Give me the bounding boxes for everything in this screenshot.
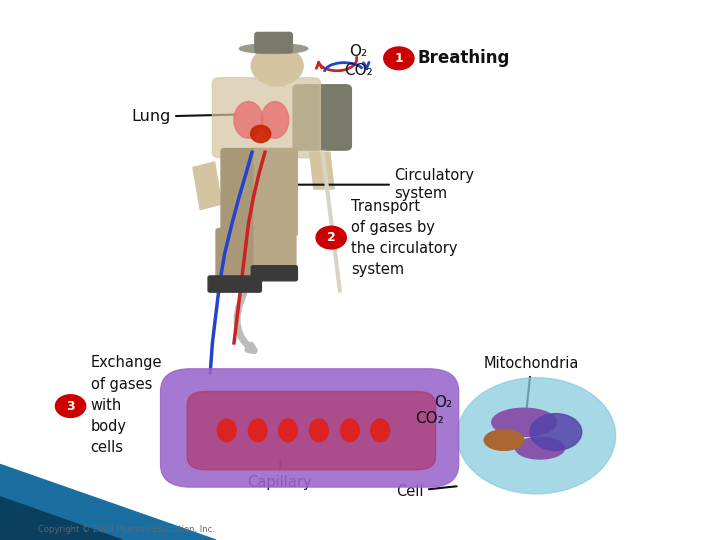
Text: Circulatory
system: Circulatory system	[275, 168, 474, 201]
Text: 1: 1	[395, 52, 403, 65]
FancyBboxPatch shape	[221, 148, 264, 236]
FancyBboxPatch shape	[187, 392, 436, 470]
Text: Transport
of gases by
the circulatory
system: Transport of gases by the circulatory sy…	[351, 199, 458, 276]
FancyBboxPatch shape	[254, 228, 296, 273]
FancyBboxPatch shape	[293, 85, 351, 150]
FancyBboxPatch shape	[208, 276, 261, 292]
FancyBboxPatch shape	[269, 72, 285, 86]
Circle shape	[251, 46, 303, 85]
Circle shape	[384, 47, 414, 70]
Text: Lung: Lung	[131, 109, 236, 124]
Ellipse shape	[251, 125, 271, 143]
Ellipse shape	[279, 419, 297, 442]
Text: Copyright © 2009 Pearson Education, Inc.: Copyright © 2009 Pearson Education, Inc.	[37, 525, 215, 534]
FancyBboxPatch shape	[216, 228, 259, 284]
Ellipse shape	[516, 437, 564, 459]
Ellipse shape	[310, 419, 328, 442]
Ellipse shape	[261, 102, 289, 138]
Circle shape	[316, 226, 346, 249]
FancyBboxPatch shape	[254, 148, 297, 236]
Circle shape	[55, 395, 86, 417]
Text: 2: 2	[327, 231, 336, 244]
Ellipse shape	[341, 419, 359, 442]
Ellipse shape	[217, 419, 236, 442]
Text: Mitochondria: Mitochondria	[484, 356, 579, 416]
Polygon shape	[0, 497, 122, 540]
FancyBboxPatch shape	[251, 266, 297, 281]
FancyBboxPatch shape	[212, 78, 320, 158]
Ellipse shape	[530, 414, 582, 450]
Polygon shape	[310, 152, 334, 189]
Text: CO₂: CO₂	[344, 63, 373, 78]
Ellipse shape	[371, 419, 390, 442]
FancyBboxPatch shape	[255, 32, 292, 53]
Text: O₂: O₂	[433, 395, 452, 410]
Text: Breathing: Breathing	[418, 49, 510, 68]
Ellipse shape	[492, 408, 557, 436]
Ellipse shape	[240, 44, 308, 53]
Text: Cell: Cell	[396, 484, 456, 499]
Ellipse shape	[484, 430, 523, 450]
Ellipse shape	[457, 378, 616, 494]
Ellipse shape	[234, 102, 263, 138]
Text: 3: 3	[66, 400, 75, 413]
Polygon shape	[193, 162, 222, 210]
Text: Capillary: Capillary	[247, 461, 312, 490]
Polygon shape	[0, 464, 216, 540]
Text: O₂: O₂	[349, 44, 368, 59]
Ellipse shape	[248, 419, 267, 442]
Text: Exchange
of gases
with
body
cells: Exchange of gases with body cells	[91, 355, 162, 455]
Text: CO₂: CO₂	[415, 411, 444, 426]
FancyBboxPatch shape	[161, 369, 459, 487]
